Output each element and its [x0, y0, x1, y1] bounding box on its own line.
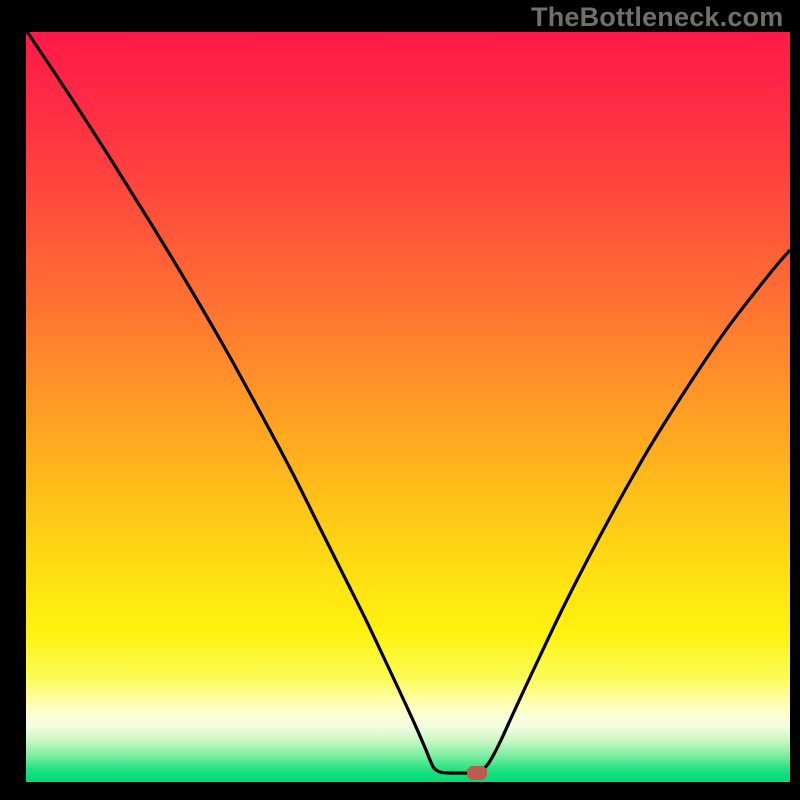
watermark-text: TheBottleneck.com — [531, 2, 783, 33]
optimum-marker — [467, 766, 487, 780]
bottleneck-chart — [0, 0, 800, 800]
